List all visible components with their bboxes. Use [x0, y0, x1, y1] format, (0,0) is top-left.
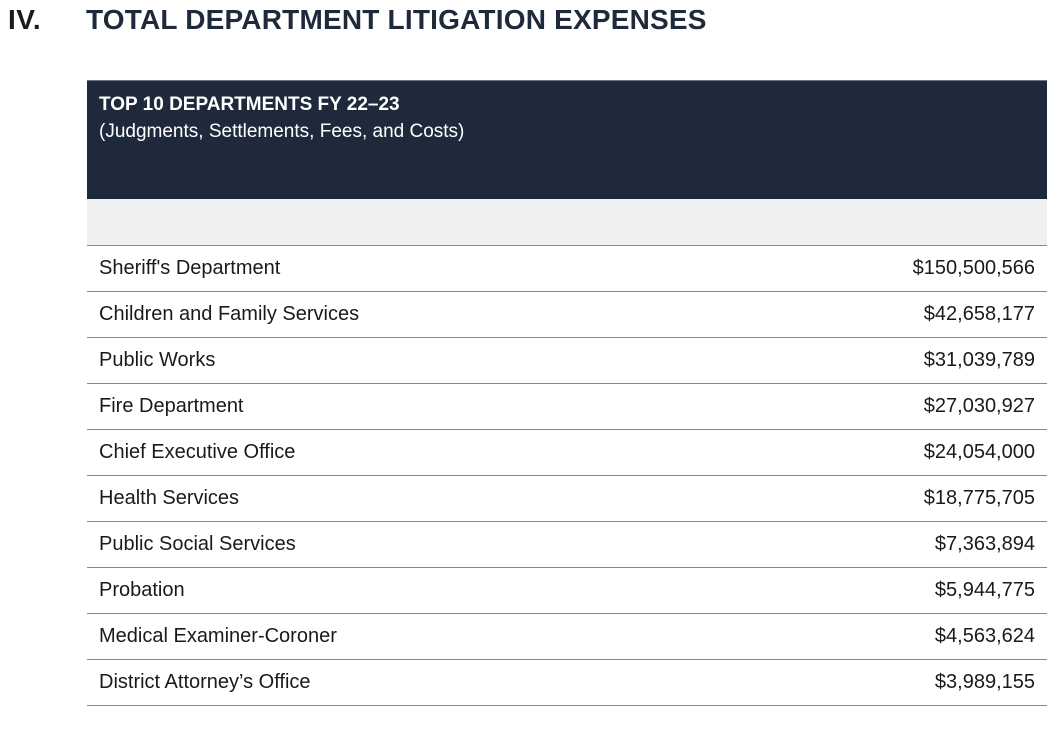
- expense-amount: $31,039,789: [923, 349, 1035, 371]
- expense-amount: $5,944,775: [934, 579, 1035, 601]
- table-header: TOP 10 DEPARTMENTS FY 22–23 (Judgments, …: [87, 80, 1047, 199]
- table-title: TOP 10 DEPARTMENTS FY 22–23: [99, 94, 400, 115]
- expense-amount: $4,563,624: [934, 625, 1035, 647]
- department-name: Children and Family Services: [99, 303, 360, 325]
- section-title: TOTAL DEPARTMENT LITIGATION EXPENSES: [86, 4, 707, 35]
- table-row: District Attorney’s Office $3,989,155: [87, 660, 1047, 706]
- department-name: Medical Examiner-Coroner: [99, 625, 337, 647]
- expense-amount: $3,989,155: [934, 671, 1035, 693]
- table-row: Children and Family Services $42,658,177: [87, 292, 1047, 338]
- department-name: Probation: [99, 579, 185, 601]
- expense-amount: $42,658,177: [923, 303, 1035, 325]
- department-name: Public Social Services: [99, 533, 296, 555]
- table-row: Public Works $31,039,789: [87, 338, 1047, 384]
- department-name: Public Works: [99, 349, 216, 371]
- expense-amount: $24,054,000: [923, 441, 1035, 463]
- department-name: Health Services: [99, 487, 240, 509]
- department-name: Chief Executive Office: [99, 441, 296, 463]
- expense-amount: $150,500,566: [912, 257, 1035, 279]
- expense-amount: $7,363,894: [934, 533, 1035, 555]
- table-row: Fire Department $27,030,927: [87, 384, 1047, 430]
- table-blank-band: [87, 199, 1047, 246]
- expense-amount: $18,775,705: [923, 487, 1035, 509]
- section-heading: IV. TOTAL DEPARTMENT LITIGATION EXPENSES: [0, 0, 1056, 50]
- table-row: Public Social Services $7,363,894: [87, 522, 1047, 568]
- table-row: Probation $5,944,775: [87, 568, 1047, 614]
- table-row: Sheriff's Department $150,500,566: [87, 246, 1047, 292]
- table-subtitle: (Judgments, Settlements, Fees, and Costs…: [99, 121, 465, 142]
- department-name: Fire Department: [99, 395, 244, 417]
- table-row: Medical Examiner-Coroner $4,563,624: [87, 614, 1047, 660]
- department-name: Sheriff's Department: [99, 257, 281, 279]
- litigation-expenses-table: TOP 10 DEPARTMENTS FY 22–23 (Judgments, …: [87, 80, 1047, 706]
- department-name: District Attorney’s Office: [99, 671, 311, 693]
- table-row: Health Services $18,775,705: [87, 476, 1047, 522]
- expense-amount: $27,030,927: [923, 395, 1035, 417]
- table-row: Chief Executive Office $24,054,000: [87, 430, 1047, 476]
- section-number: IV.: [8, 4, 42, 35]
